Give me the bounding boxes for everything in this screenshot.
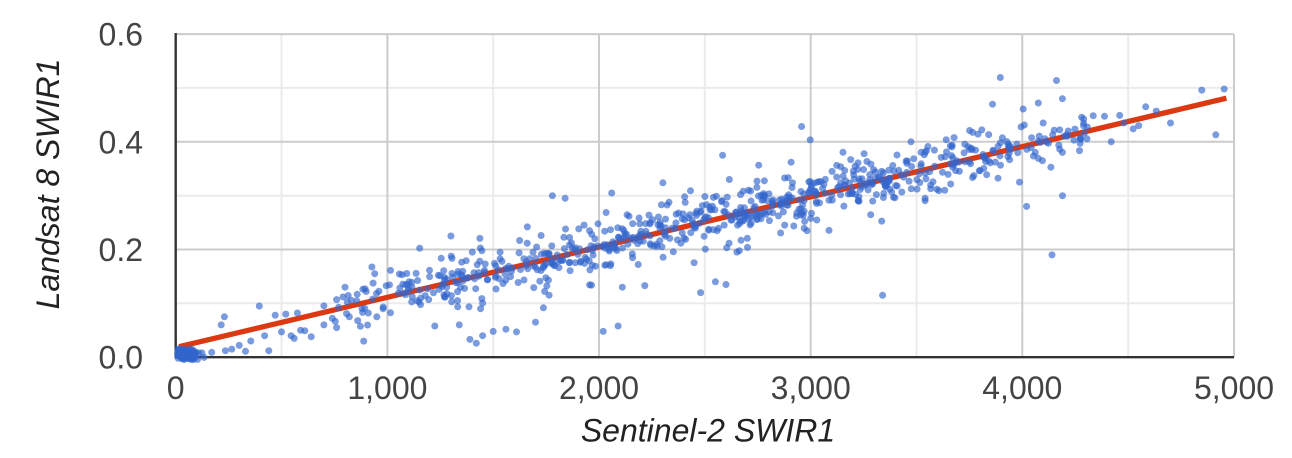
svg-text:0.6: 0.6 <box>99 17 143 53</box>
svg-text:5,000: 5,000 <box>1194 370 1274 406</box>
svg-text:Landsat 8 SWIR1: Landsat 8 SWIR1 <box>30 59 66 310</box>
svg-text:3,000: 3,000 <box>771 370 851 406</box>
svg-text:0: 0 <box>167 370 185 406</box>
svg-text:Sentinel-2 SWIR1: Sentinel-2 SWIR1 <box>581 413 835 449</box>
svg-text:0.2: 0.2 <box>99 232 143 268</box>
svg-text:0.0: 0.0 <box>99 340 143 376</box>
svg-text:1,000: 1,000 <box>347 370 427 406</box>
svg-text:4,000: 4,000 <box>982 370 1062 406</box>
svg-text:0.4: 0.4 <box>99 124 143 160</box>
svg-text:2,000: 2,000 <box>559 370 639 406</box>
